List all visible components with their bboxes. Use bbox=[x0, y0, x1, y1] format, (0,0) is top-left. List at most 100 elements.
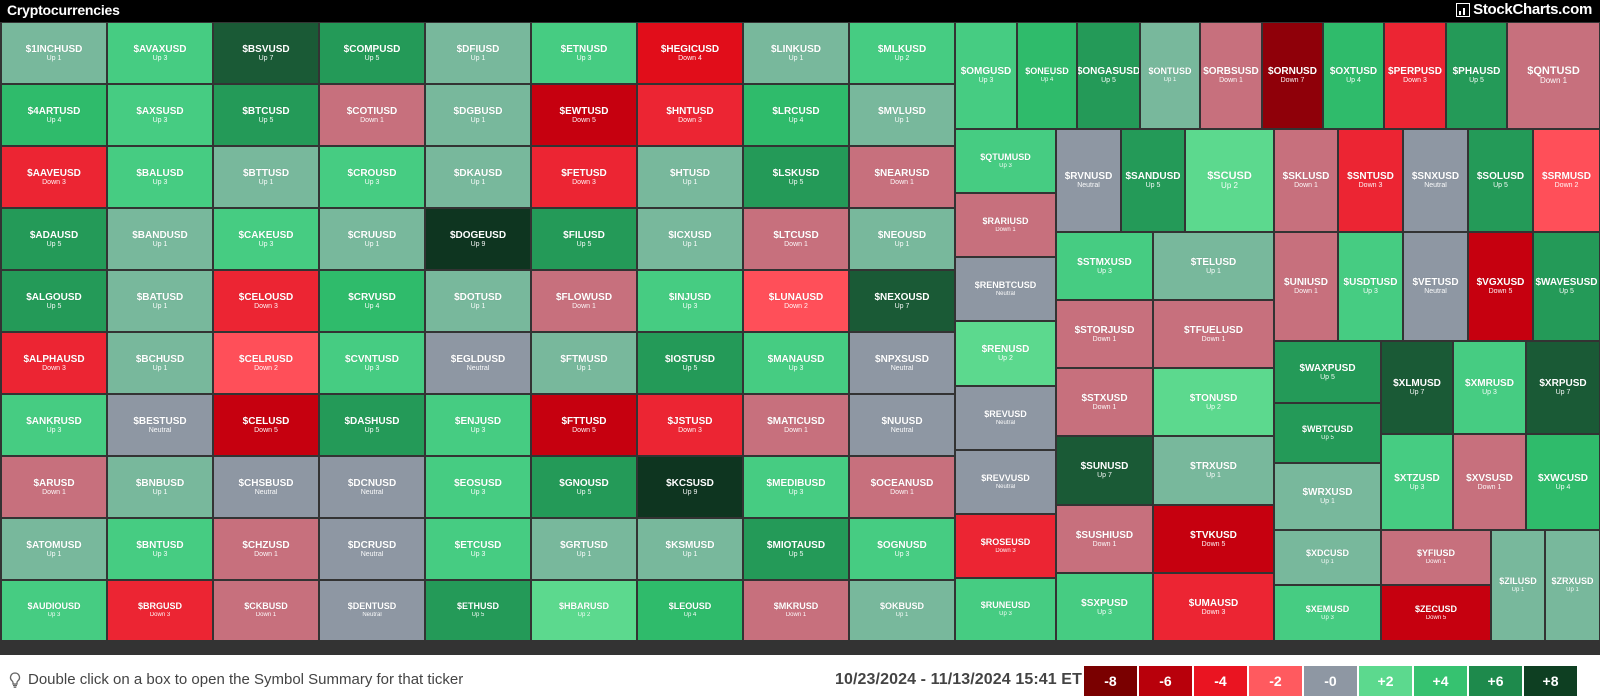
ticker-box-dashusd[interactable]: $DASHUSD Up 5 bbox=[319, 394, 425, 456]
ticker-box-medibusd[interactable]: $MEDIBUSD Up 3 bbox=[743, 456, 849, 518]
ticker-box-npxsusd[interactable]: $NPXSUSD Neutral bbox=[849, 332, 955, 394]
ticker-box-wrxusd[interactable]: $WRXUSD Up 1 bbox=[1274, 463, 1381, 530]
ticker-box-lrcusd[interactable]: $LRCUSD Up 4 bbox=[743, 84, 849, 146]
ticker-box-stxusd[interactable]: $STXUSD Down 1 bbox=[1056, 368, 1153, 436]
ticker-box-sntusd[interactable]: $SNTUSD Down 3 bbox=[1338, 129, 1403, 232]
ticker-box-sunusd[interactable]: $SUNUSD Up 7 bbox=[1056, 436, 1153, 505]
ticker-box-ontusd[interactable]: $ONTUSD Up 1 bbox=[1140, 22, 1200, 129]
ticker-box-1inchusd[interactable]: $1INCHUSD Up 1 bbox=[1, 22, 107, 84]
ticker-box-umausd[interactable]: $UMAUSD Down 3 bbox=[1153, 573, 1274, 641]
ticker-box-compusd[interactable]: $COMPUSD Up 5 bbox=[319, 22, 425, 84]
ticker-box-filusd[interactable]: $FILUSD Up 5 bbox=[531, 208, 637, 270]
ticker-box-zilusd[interactable]: $ZILUSD Up 1 bbox=[1491, 530, 1545, 641]
ticker-box-dfiusd[interactable]: $DFIUSD Up 1 bbox=[425, 22, 531, 84]
ticker-box-celousd[interactable]: $CELOUSD Down 3 bbox=[213, 270, 319, 332]
ticker-box-scusd[interactable]: $SCUSD Up 2 bbox=[1185, 129, 1274, 232]
ticker-box-wbtcusd[interactable]: $WBTCUSD Up 5 bbox=[1274, 403, 1381, 463]
ticker-box-balusd[interactable]: $BALUSD Up 3 bbox=[107, 146, 213, 208]
ticker-box-ewtusd[interactable]: $EWTUSD Down 5 bbox=[531, 84, 637, 146]
ticker-box-dentusd[interactable]: $DENTUSD Neutral bbox=[319, 580, 425, 641]
ticker-box-fttusd[interactable]: $FTTUSD Down 5 bbox=[531, 394, 637, 456]
ticker-box-grtusd[interactable]: $GRTUSD Up 1 bbox=[531, 518, 637, 580]
ticker-box-mkrusd[interactable]: $MKRUSD Down 1 bbox=[743, 580, 849, 641]
ticker-box-gnousd[interactable]: $GNOUSD Up 5 bbox=[531, 456, 637, 518]
ticker-box-xemusd[interactable]: $XEMUSD Up 3 bbox=[1274, 585, 1381, 641]
ticker-box-perpusd[interactable]: $PERPUSD Down 3 bbox=[1384, 22, 1446, 129]
ticker-box-renusd[interactable]: $RENUSD Up 2 bbox=[955, 321, 1056, 386]
ticker-box-fetusd[interactable]: $FETUSD Down 3 bbox=[531, 146, 637, 208]
ticker-box-neousd[interactable]: $NEOUSD Up 1 bbox=[849, 208, 955, 270]
ticker-box-ongasusd[interactable]: $ONGASUSD Up 5 bbox=[1077, 22, 1140, 129]
ticker-box-kcsusd[interactable]: $KCSUSD Up 9 bbox=[637, 456, 743, 518]
ticker-box-srmusd[interactable]: $SRMUSD Down 2 bbox=[1533, 129, 1600, 232]
ticker-box-celusd[interactable]: $CELUSD Down 5 bbox=[213, 394, 319, 456]
ticker-box-lunausd[interactable]: $LUNAUSD Down 2 bbox=[743, 270, 849, 332]
ticker-box-xlmusd[interactable]: $XLMUSD Up 7 bbox=[1381, 341, 1453, 434]
ticker-box-ftmusd[interactable]: $FTMUSD Up 1 bbox=[531, 332, 637, 394]
ticker-box-chsbusd[interactable]: $CHSBUSD Neutral bbox=[213, 456, 319, 518]
ticker-box-xdcusd[interactable]: $XDCUSD Up 1 bbox=[1274, 530, 1381, 585]
ticker-box-uniusd[interactable]: $UNIUSD Down 1 bbox=[1274, 232, 1338, 341]
ticker-box-xtzusd[interactable]: $XTZUSD Up 3 bbox=[1381, 434, 1453, 530]
ticker-box-brgusd[interactable]: $BRGUSD Down 3 bbox=[107, 580, 213, 641]
ticker-box-bchusd[interactable]: $BCHUSD Up 1 bbox=[107, 332, 213, 394]
ticker-box-stmxusd[interactable]: $STMXUSD Up 3 bbox=[1056, 232, 1153, 300]
ticker-box-icxusd[interactable]: $ICXUSD Up 1 bbox=[637, 208, 743, 270]
ticker-box-qtumusd[interactable]: $QTUMUSD Up 3 bbox=[955, 129, 1056, 193]
ticker-box-yfiusd[interactable]: $YFIUSD Down 1 bbox=[1381, 530, 1491, 585]
ticker-box-cvntusd[interactable]: $CVNTUSD Up 3 bbox=[319, 332, 425, 394]
ticker-box-ethusd[interactable]: $ETHUSD Up 5 bbox=[425, 580, 531, 641]
ticker-box-mvlusd[interactable]: $MVLUSD Up 1 bbox=[849, 84, 955, 146]
ticker-box-orbsusd[interactable]: $ORBSUSD Down 1 bbox=[1200, 22, 1262, 129]
ticker-box-vgxusd[interactable]: $VGXUSD Down 5 bbox=[1468, 232, 1533, 341]
ticker-box-algousd[interactable]: $ALGOUSD Up 5 bbox=[1, 270, 107, 332]
ticker-box-bandusd[interactable]: $BANDUSD Up 1 bbox=[107, 208, 213, 270]
ticker-box-hbarusd[interactable]: $HBARUSD Up 2 bbox=[531, 580, 637, 641]
ticker-box-btcusd[interactable]: $BTCUSD Up 5 bbox=[213, 84, 319, 146]
ticker-box-hntusd[interactable]: $HNTUSD Down 3 bbox=[637, 84, 743, 146]
ticker-box-jstusd[interactable]: $JSTUSD Down 3 bbox=[637, 394, 743, 456]
ticker-box-maticusd[interactable]: $MATICUSD Down 1 bbox=[743, 394, 849, 456]
ticker-box-zecusd[interactable]: $ZECUSD Down 5 bbox=[1381, 585, 1491, 641]
ticker-box-revvusd[interactable]: $REVVUSD Neutral bbox=[955, 450, 1056, 514]
ticker-box-rariusd[interactable]: $RARIUSD Down 1 bbox=[955, 193, 1056, 257]
ticker-box-trxusd[interactable]: $TRXUSD Up 1 bbox=[1153, 436, 1274, 505]
ticker-box-vetusd[interactable]: $VETUSD Neutral bbox=[1403, 232, 1468, 341]
ticker-box-dogeusd[interactable]: $DOGEUSD Up 9 bbox=[425, 208, 531, 270]
ticker-box-ltcusd[interactable]: $LTCUSD Down 1 bbox=[743, 208, 849, 270]
ticker-box-bestusd[interactable]: $BESTUSD Neutral bbox=[107, 394, 213, 456]
ticker-box-iostusd[interactable]: $IOSTUSD Up 5 bbox=[637, 332, 743, 394]
ticker-box-snxusd[interactable]: $SNXUSD Neutral bbox=[1403, 129, 1468, 232]
ticker-box-etnusd[interactable]: $ETNUSD Up 3 bbox=[531, 22, 637, 84]
ticker-box-phausd[interactable]: $PHAUSD Up 5 bbox=[1446, 22, 1507, 129]
ticker-box-dgbusd[interactable]: $DGBUSD Up 1 bbox=[425, 84, 531, 146]
ticker-box-tonusd[interactable]: $TONUSD Up 2 bbox=[1153, 368, 1274, 436]
ticker-box-adausd[interactable]: $ADAUSD Up 5 bbox=[1, 208, 107, 270]
ticker-box-dkausd[interactable]: $DKAUSD Up 1 bbox=[425, 146, 531, 208]
ticker-box-nexousd[interactable]: $NEXOUSD Up 7 bbox=[849, 270, 955, 332]
ticker-box-bnbusd[interactable]: $BNBUSD Up 1 bbox=[107, 456, 213, 518]
ticker-box-sandusd[interactable]: $SANDUSD Up 5 bbox=[1121, 129, 1185, 232]
ticker-box-solusd[interactable]: $SOLUSD Up 5 bbox=[1468, 129, 1533, 232]
ticker-box-hegicusd[interactable]: $HEGICUSD Down 4 bbox=[637, 22, 743, 84]
ticker-box-usdtusd[interactable]: $USDTUSD Up 3 bbox=[1338, 232, 1403, 341]
ticker-box-xmrusd[interactable]: $XMRUSD Up 3 bbox=[1453, 341, 1526, 434]
ticker-box-xwcusd[interactable]: $XWCUSD Up 4 bbox=[1526, 434, 1600, 530]
ticker-box-miotausd[interactable]: $MIOTAUSD Up 5 bbox=[743, 518, 849, 580]
ticker-box-bntusd[interactable]: $BNTUSD Up 3 bbox=[107, 518, 213, 580]
ticker-box-renbtcusd[interactable]: $RENBTCUSD Neutral bbox=[955, 257, 1056, 321]
ticker-box-waxpusd[interactable]: $WAXPUSD Up 5 bbox=[1274, 341, 1381, 403]
ticker-box-qntusd[interactable]: $QNTUSD Down 1 bbox=[1507, 22, 1600, 129]
ticker-box-dcnusd[interactable]: $DCNUSD Neutral bbox=[319, 456, 425, 518]
ticker-box-manausd[interactable]: $MANAUSD Up 3 bbox=[743, 332, 849, 394]
ticker-box-axsusd[interactable]: $AXSUSD Up 3 bbox=[107, 84, 213, 146]
ticker-box-audiousd[interactable]: $AUDIOUSD Up 3 bbox=[1, 580, 107, 641]
ticker-box-chzusd[interactable]: $CHZUSD Down 1 bbox=[213, 518, 319, 580]
ticker-box-nearusd[interactable]: $NEARUSD Down 1 bbox=[849, 146, 955, 208]
ticker-box-alphausd[interactable]: $ALPHAUSD Down 3 bbox=[1, 332, 107, 394]
ticker-box-rvnusd[interactable]: $RVNUSD Neutral bbox=[1056, 129, 1121, 232]
ticker-box-runeusd[interactable]: $RUNEUSD Up 3 bbox=[955, 578, 1056, 641]
ticker-box-ksmusd[interactable]: $KSMUSD Up 1 bbox=[637, 518, 743, 580]
ticker-box-flowusd[interactable]: $FLOWUSD Down 1 bbox=[531, 270, 637, 332]
ticker-box-cakeusd[interactable]: $CAKEUSD Up 3 bbox=[213, 208, 319, 270]
